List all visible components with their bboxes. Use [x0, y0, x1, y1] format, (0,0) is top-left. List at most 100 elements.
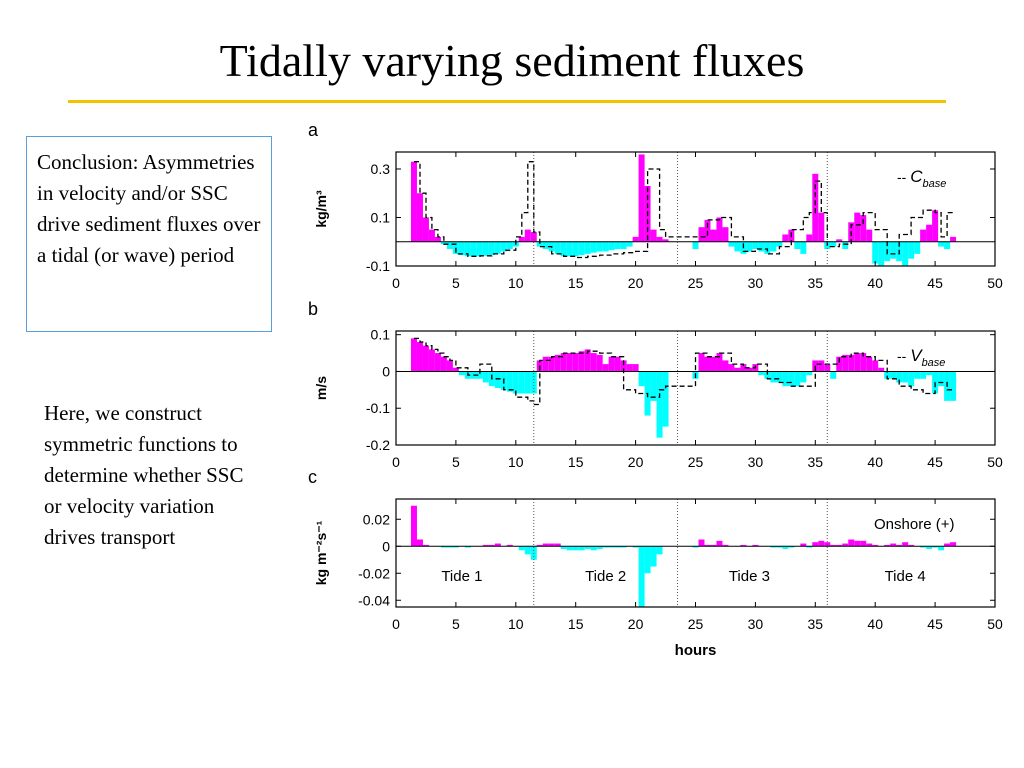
flux-bar-a	[440, 241, 447, 245]
y-tick-label-b: -0.2	[366, 437, 390, 453]
flux-bar-c	[638, 546, 645, 607]
x-tick-label-b: 30	[748, 454, 764, 470]
flux-bar-a	[446, 241, 453, 250]
x-tick-label-b: 50	[987, 454, 1003, 470]
flux-bar-b	[764, 371, 771, 379]
flux-bar-b	[590, 353, 597, 372]
flux-bar-a	[914, 241, 921, 254]
x-tick-label-a: 40	[867, 275, 883, 291]
flux-bar-b	[698, 353, 705, 372]
flux-bar-c	[506, 544, 513, 547]
flux-bar-a	[770, 241, 777, 252]
flux-bar-a	[776, 241, 783, 247]
flux-bar-b	[854, 353, 861, 372]
flux-bar-b	[938, 371, 945, 387]
flux-bar-a	[830, 241, 837, 247]
flux-bar-b	[482, 371, 489, 383]
x-tick-label-c: 20	[628, 616, 644, 632]
flux-bar-b	[926, 371, 933, 376]
x-tick-label-a: 45	[927, 275, 943, 291]
flux-bar-a	[428, 229, 435, 242]
flux-bar-b	[716, 353, 723, 372]
flux-bar-b	[800, 371, 807, 383]
flux-bar-b	[620, 360, 627, 372]
flux-bar-b	[512, 371, 519, 394]
flux-bar-a	[476, 241, 483, 257]
flux-bar-c	[908, 544, 915, 547]
flux-bar-c	[524, 546, 531, 555]
y-tick-label-b: 0.1	[371, 327, 391, 343]
flux-bar-a	[590, 241, 597, 253]
flux-bar-a	[926, 224, 933, 242]
baseline-series-line-b	[414, 337, 954, 406]
flux-bar-a	[794, 241, 801, 250]
flux-bar-b	[818, 360, 825, 372]
flux-bar-a	[458, 241, 465, 256]
flux-bar-a	[656, 236, 663, 242]
flux-bar-b	[950, 371, 957, 401]
flux-bar-c	[536, 544, 543, 547]
y-tick-label-c: -0.04	[358, 592, 390, 608]
x-tick-label-a: 50	[987, 275, 1003, 291]
flux-bar-b	[890, 371, 897, 379]
flux-bar-a	[752, 241, 759, 250]
flux-bar-c	[800, 543, 807, 547]
flux-bar-c	[836, 544, 843, 547]
flux-bar-c	[938, 546, 945, 551]
flux-bar-c	[704, 544, 711, 547]
flux-bar-a	[554, 241, 561, 254]
flux-bar-a	[716, 217, 723, 242]
tide-label: Tide 4	[885, 568, 926, 585]
flux-bar-a	[614, 241, 621, 250]
flux-bar-b	[728, 364, 735, 372]
flux-bar-b	[722, 360, 729, 372]
flux-bar-c	[806, 546, 813, 548]
flux-bar-a	[692, 241, 699, 250]
flux-bar-b	[842, 354, 849, 372]
flux-bar-b	[830, 371, 837, 379]
flux-bar-a	[950, 236, 957, 242]
flux-bar-b	[878, 367, 885, 372]
flux-bar-b	[614, 356, 621, 372]
x-tick-label-c: 0	[392, 616, 400, 632]
panel-label-a: a	[308, 120, 319, 140]
flux-bar-a	[416, 193, 423, 242]
x-tick-label-c: 10	[508, 616, 524, 632]
flux-bar-c	[872, 544, 879, 547]
flux-bar-c	[716, 540, 723, 547]
flux-bar-b	[770, 371, 777, 383]
flux-bar-a	[710, 229, 717, 242]
flux-bar-b	[560, 353, 567, 372]
flux-bar-b	[548, 356, 555, 372]
tide-label: Tide 2	[585, 568, 626, 585]
flux-bar-b	[758, 371, 765, 376]
flux-bar-a	[482, 241, 489, 256]
flux-bar-c	[710, 544, 717, 547]
panel-label-c: c	[308, 467, 317, 487]
flux-bar-b	[836, 356, 843, 372]
flux-bar-b	[734, 367, 741, 372]
x-tick-label-a: 30	[748, 275, 764, 291]
flux-bar-b	[896, 371, 903, 383]
y-tick-label-c: -0.02	[358, 565, 390, 581]
flux-bar-b	[458, 371, 465, 376]
flux-bar-a	[494, 241, 501, 254]
flux-bar-b	[596, 354, 603, 372]
flux-bar-a	[878, 241, 885, 266]
flux-bar-c	[770, 546, 777, 548]
flux-bar-b	[650, 371, 657, 401]
flux-bar-c	[554, 543, 561, 547]
flux-bar-c	[812, 542, 819, 547]
y-tick-label-a: -0.1	[366, 258, 390, 274]
flux-bar-b	[452, 367, 459, 372]
flux-bar-c	[566, 546, 573, 551]
flux-bar-c	[410, 505, 417, 547]
x-tick-label-c: 30	[748, 616, 764, 632]
flux-bar-a	[890, 241, 897, 259]
flux-bar-c	[656, 546, 663, 555]
flux-bar-c	[926, 546, 933, 549]
y-tick-label-b: -0.1	[366, 400, 390, 416]
flux-bar-a	[854, 212, 861, 242]
x-tick-label-c: 15	[568, 616, 584, 632]
flux-bar-a	[434, 236, 441, 242]
